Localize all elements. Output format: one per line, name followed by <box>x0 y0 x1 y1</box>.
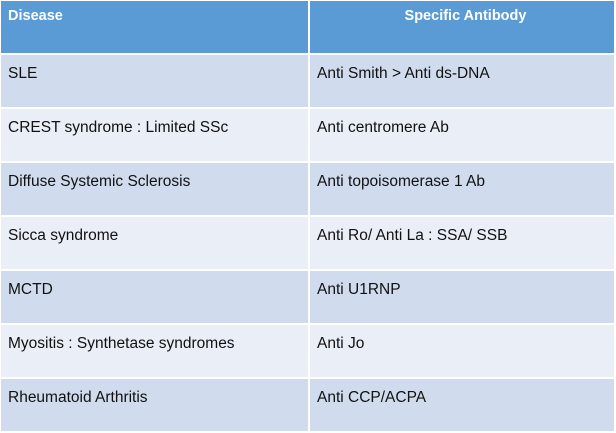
row-5-disease: MCTD <box>1 269 308 323</box>
header-disease: Disease <box>1 1 308 53</box>
row-2-antibody: Anti centromere Ab <box>308 107 614 161</box>
row-1-antibody: Anti Smith > Anti ds-DNA <box>308 53 614 107</box>
row-1-disease: SLE <box>1 53 308 107</box>
row-4-antibody: Anti Ro/ Anti La : SSA/ SSB <box>308 215 614 269</box>
row-3-disease: Diffuse Systemic Sclerosis <box>1 161 308 215</box>
row-7-antibody: Anti CCP/ACPA <box>308 377 614 431</box>
row-2-disease: CREST syndrome : Limited SSc <box>1 107 308 161</box>
row-4-disease: Sicca syndrome <box>1 215 308 269</box>
row-5-antibody: Anti U1RNP <box>308 269 614 323</box>
row-6-antibody: Anti Jo <box>308 323 614 377</box>
header-specific-antibody: Specific Antibody <box>308 1 614 53</box>
row-6-disease: Myositis : Synthetase syndromes <box>1 323 308 377</box>
row-3-antibody: Anti topoisomerase 1 Ab <box>308 161 614 215</box>
row-7-disease: Rheumatoid Arthritis <box>1 377 308 431</box>
